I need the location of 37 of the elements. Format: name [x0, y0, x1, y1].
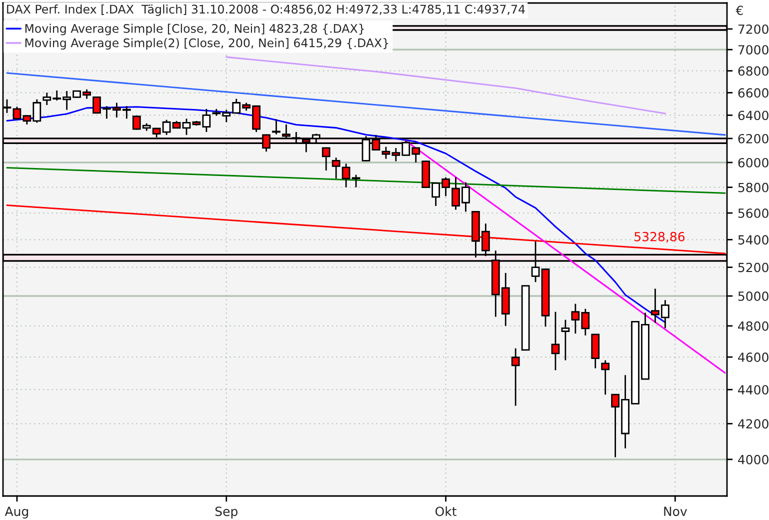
y-tick-label: 6000: [738, 158, 768, 168]
y-axis-title: €: [736, 6, 743, 16]
y-tick-label: 6400: [738, 110, 768, 120]
x-tick-label: Aug: [4, 506, 28, 519]
x-tick-label: Nov: [664, 506, 687, 516]
y-tick-label: 4800: [738, 321, 768, 331]
candlestick: [202, 108, 211, 133]
candlestick: [551, 311, 560, 371]
candlestick: [322, 146, 330, 172]
legend-label: Moving Average Simple(2) [Close, 200, Nein] 6415,29 {.DAX}: [25, 38, 388, 50]
y-tick-label: 5600: [738, 208, 768, 218]
candlestick: [561, 319, 570, 361]
y-tick-label: 7000: [738, 45, 768, 55]
y-tick-label: 5000: [738, 291, 768, 301]
y-tick-label: 5400: [738, 235, 768, 245]
candlestick: [272, 118, 280, 136]
y-tick-label: 4400: [738, 385, 768, 395]
y-tick-label: 6600: [738, 88, 768, 98]
y-tick-label: 6800: [738, 66, 768, 76]
y-tick-label: 4200: [738, 419, 768, 429]
y-tick-label: 5200: [738, 262, 768, 272]
y-tick-label: 5800: [738, 182, 768, 192]
y-tick-label: 4600: [738, 352, 768, 362]
x-tick-label: Okt: [435, 506, 456, 516]
candlestick: [352, 174, 360, 188]
y-tick-label: 6200: [738, 134, 768, 144]
annotation: 5328,86: [634, 232, 685, 243]
y-tick-label: 7200: [738, 24, 768, 34]
legend-label: Moving Average Simple [Close, 20, Nein] 4823,28 {.DAX}: [25, 24, 364, 36]
line-series: [226, 56, 666, 114]
y-tick-label: 4000: [738, 454, 768, 464]
chart-title: DAX Perf. Index [.DAX Täglich] 31.10.2008 - O:4856,02 H:4972,33 L:4785,11 C:4937,74: [7, 4, 525, 16]
candlestick: [591, 334, 600, 369]
x-tick-label: Sep: [215, 506, 238, 519]
candlestick: [182, 118, 191, 136]
candlestick: [601, 360, 610, 396]
candlestick: [511, 348, 520, 406]
